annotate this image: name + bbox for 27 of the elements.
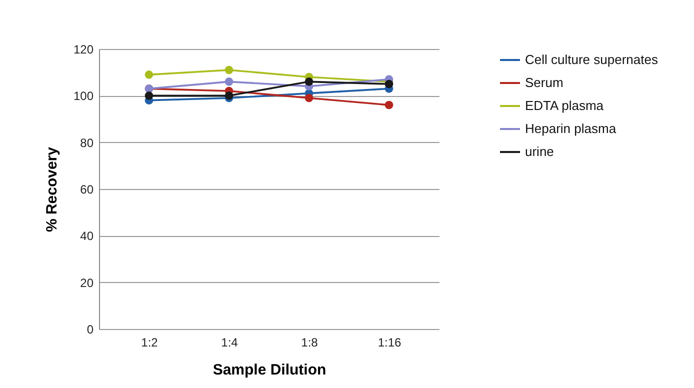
x-tick-label: 1:4 [221, 336, 238, 350]
y-tick-label: 120 [73, 42, 94, 56]
x-axis-title: Sample Dilution [212, 362, 326, 378]
point [304, 77, 314, 86]
point [384, 100, 394, 110]
y-tick-label: 0 [86, 322, 94, 336]
y-tick-label: 40 [80, 229, 94, 244]
legend-label: Serum [525, 75, 564, 90]
legend-label: Heparin plasma [525, 121, 617, 136]
point [304, 94, 314, 102]
y-axis-title: % Recovery [43, 146, 60, 232]
point [144, 70, 154, 79]
x-tick-label: 1:8 [301, 336, 318, 350]
legend-label: EDTA plasma [525, 98, 604, 113]
point [224, 66, 234, 74]
x-tick-label: 1:2 [141, 336, 158, 350]
point [224, 91, 234, 100]
y-tick-label: 100 [73, 89, 94, 104]
point [144, 91, 154, 100]
y-tick-label: 20 [80, 276, 94, 290]
legend-label: Cell culture supernates [525, 52, 658, 67]
legend-label: urine [525, 144, 554, 159]
x-tick-label: 1:16 [378, 336, 402, 350]
y-tick-label: 80 [80, 136, 94, 150]
y-tick-label: 60 [80, 182, 94, 196]
point [224, 77, 234, 86]
point [384, 80, 394, 88]
